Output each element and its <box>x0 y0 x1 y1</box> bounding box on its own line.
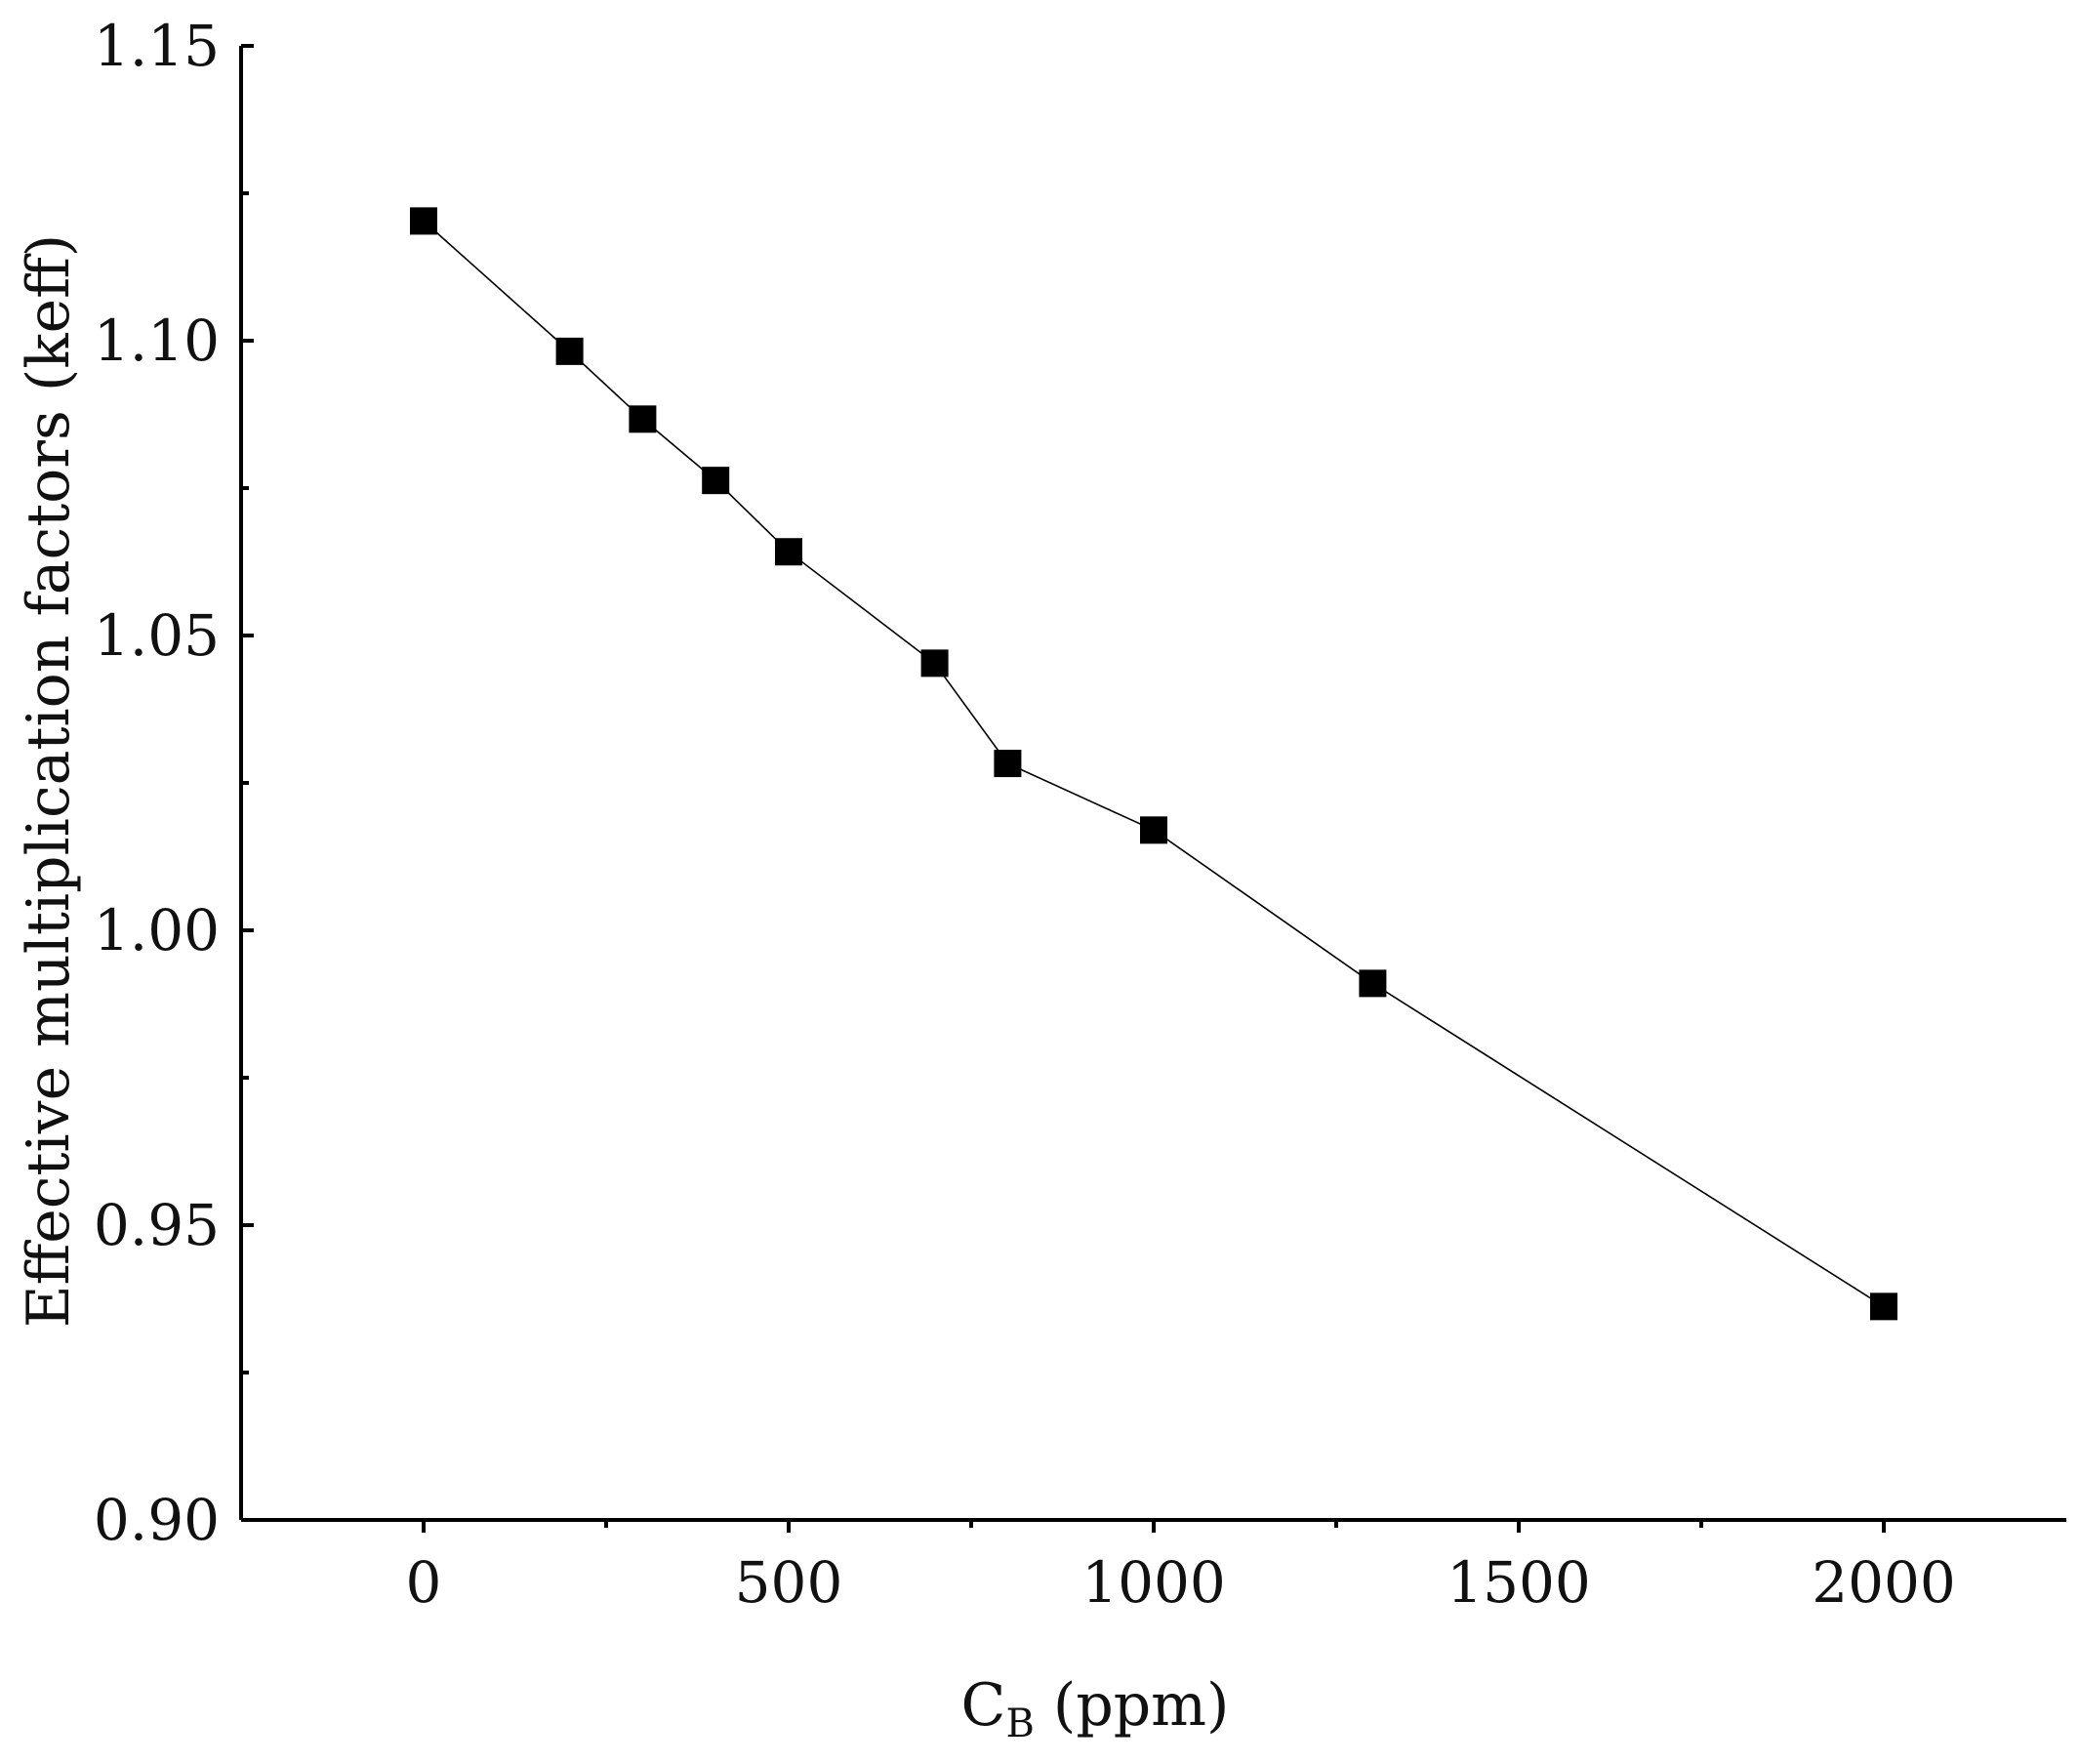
x-axis-title: CB (ppm) <box>961 1671 1230 1746</box>
y-tick-label: 1.00 <box>94 897 220 964</box>
plot-area: 0.90 0.95 1.00 1.05 1.10 1.15 0 500 1000 1500 200… <box>94 13 2066 1616</box>
data-point-marker <box>1870 1292 1897 1321</box>
y-tick-label: 0.90 <box>94 1487 220 1553</box>
series-line <box>423 220 1885 1308</box>
data-point-marker <box>775 538 802 566</box>
data-point-marker <box>920 649 949 677</box>
y-tick-label: 0.95 <box>94 1192 220 1258</box>
data-point-marker <box>410 207 437 235</box>
data-point-marker <box>629 405 657 433</box>
data-point-marker <box>555 337 584 365</box>
x-axis-ticks: 0 500 1000 1500 2000 <box>406 1520 1956 1616</box>
data-point-marker <box>994 750 1022 778</box>
data-point-marker <box>702 467 730 495</box>
data-point-marker <box>1359 969 1387 998</box>
data-point-marker <box>1140 816 1167 844</box>
x-tick-label: 0 <box>406 1549 442 1616</box>
y-tick-label: 1.15 <box>94 13 220 79</box>
y-axis-title: Effective multiplication factors (keff) <box>15 234 83 1328</box>
series-markers <box>410 207 1897 1321</box>
y-axis-ticks: 0.90 0.95 1.00 1.05 1.10 1.15 <box>94 13 254 1553</box>
x-axis-title-subscript: B <box>1005 1702 1034 1746</box>
x-axis-title-main: C <box>961 1671 1006 1740</box>
x-axis-title-suffix: (ppm) <box>1035 1671 1230 1740</box>
y-tick-label: 1.05 <box>94 602 220 669</box>
x-tick-label: 500 <box>735 1549 843 1616</box>
x-tick-label: 2000 <box>1812 1549 1956 1616</box>
y-tick-label: 1.10 <box>94 308 220 374</box>
x-tick-label: 1000 <box>1081 1549 1226 1616</box>
x-tick-label: 1500 <box>1447 1549 1591 1616</box>
